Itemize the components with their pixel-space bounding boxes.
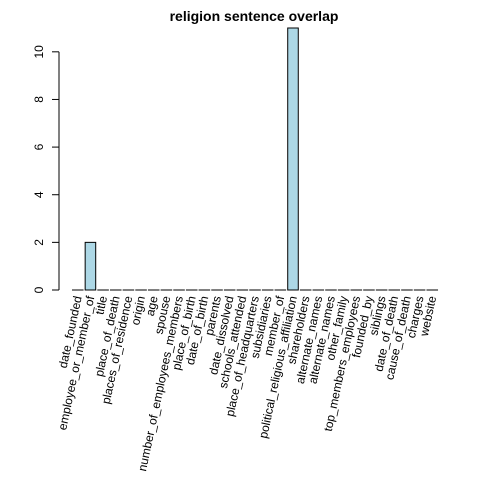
- y-tick-label: 10: [32, 45, 46, 59]
- x-axis-labels: date_foundedemployee_or_member_oftitlepl…: [55, 294, 439, 472]
- x-tick-label: origin: [128, 295, 148, 327]
- y-axis: 0 2 4 6 8 10: [32, 45, 60, 293]
- bars: [72, 27, 439, 291]
- x-tick-label: title: [92, 294, 110, 315]
- y-tick-label: 2: [32, 239, 46, 246]
- bar: [84, 241, 97, 291]
- chart-title: religion sentence overlap: [170, 8, 339, 24]
- y-tick-label: 6: [32, 143, 46, 150]
- x-tick-label: age: [143, 294, 161, 317]
- y-tick-label: 0: [32, 286, 46, 293]
- y-tick-label: 4: [32, 191, 46, 198]
- y-tick-label: 8: [32, 96, 46, 103]
- bar: [287, 27, 299, 291]
